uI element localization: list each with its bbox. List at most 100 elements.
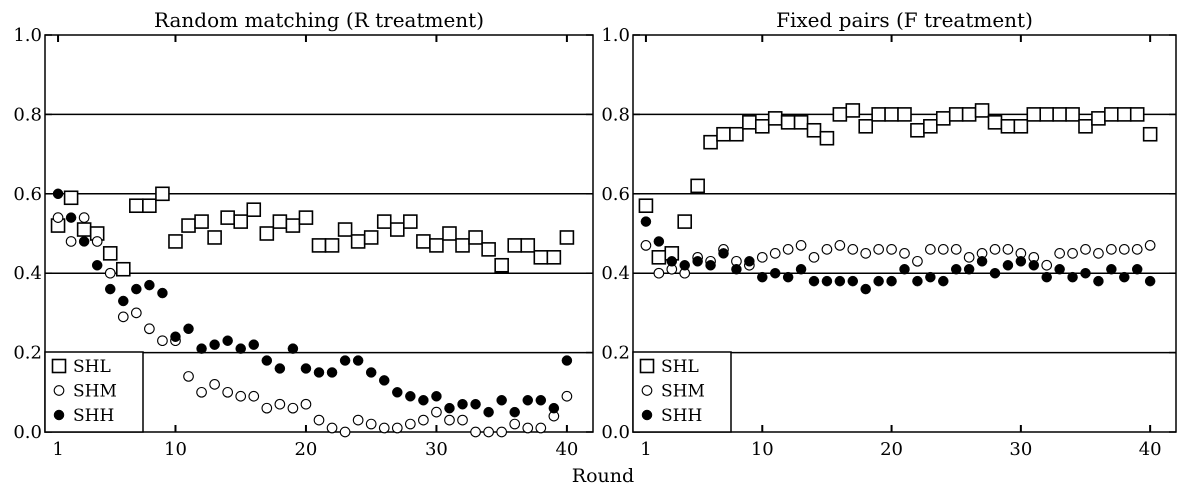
data-point-shh (640, 216, 652, 227)
data-point-shh (873, 275, 884, 287)
data-point-shh (886, 275, 897, 287)
data-point-shm (391, 422, 403, 434)
data-point-shh (457, 398, 468, 410)
data-point-shm (834, 240, 846, 251)
data-point-shm (937, 244, 949, 255)
legend-label: SHM (661, 382, 705, 402)
data-point-shh (378, 375, 390, 386)
data-point-shh (950, 263, 962, 275)
data-point-shl (897, 107, 912, 122)
data-point-shl (403, 214, 418, 229)
data-point-shm (274, 398, 286, 410)
legend-marker-shh (53, 409, 65, 421)
data-point-shh (795, 263, 807, 275)
data-point-shm (640, 240, 652, 251)
data-point-shm (378, 422, 390, 434)
data-point-shl (1052, 107, 1067, 122)
plot-frame (632, 34, 1177, 433)
data-point-shm (52, 212, 64, 223)
legend-marker-shh (641, 409, 653, 421)
data-point-shh (535, 394, 547, 406)
data-point-shl (690, 178, 705, 194)
data-point-shm (808, 251, 820, 263)
data-point-shm (756, 251, 768, 263)
data-point-shh (705, 260, 716, 271)
data-point-shm (509, 418, 521, 430)
data-point-shh (65, 212, 77, 223)
data-point-shh (183, 323, 194, 335)
x-tick-label: 30 (425, 439, 448, 460)
data-point-shl (337, 222, 353, 237)
data-point-shh (313, 367, 325, 378)
data-point-shh (287, 343, 299, 354)
legend: SHL SHM SHH (44, 351, 144, 433)
data-point-shl (858, 119, 874, 134)
data-point-shl (389, 222, 405, 237)
data-point-shm (873, 244, 884, 255)
data-point-shm (782, 244, 794, 255)
data-point-shh (365, 367, 377, 378)
data-point-shh (808, 275, 820, 287)
data-point-shh (1093, 275, 1104, 287)
data-point-shl (442, 226, 457, 241)
y-tick-label: 0.2 (13, 343, 42, 364)
y-tick-label: 0.0 (13, 422, 42, 443)
data-point-shl (1116, 107, 1132, 122)
data-point-shm (912, 255, 923, 267)
data-point-shh (912, 275, 923, 287)
legend-label: SHL (661, 357, 699, 377)
y-tick-label: 1.0 (13, 25, 42, 46)
data-point-shh (405, 391, 416, 402)
y-tick-label: 0.2 (601, 343, 630, 364)
data-point-shh (899, 263, 910, 275)
data-point-shl (155, 186, 170, 202)
panel-title: Fixed pairs (F treatment) (776, 8, 1033, 32)
data-point-shh (509, 406, 520, 418)
data-point-shm (1106, 244, 1117, 255)
data-point-shl (871, 107, 886, 122)
data-point-shl (703, 134, 718, 150)
data-point-shl (1104, 107, 1119, 122)
data-point-shm (886, 244, 897, 255)
data-point-shl (507, 238, 523, 253)
data-point-shh (170, 331, 181, 342)
data-point-shl (494, 257, 509, 273)
data-point-shl (311, 238, 327, 253)
data-point-shl (1000, 119, 1016, 134)
data-point-shh (235, 343, 246, 354)
data-point-shl (754, 119, 770, 134)
data-point-shl (961, 107, 977, 122)
data-point-shl (533, 250, 549, 265)
legend-label: SHH (73, 406, 114, 426)
data-point-shl (142, 198, 157, 214)
data-point-shh (561, 355, 573, 366)
data-point-shl (76, 222, 92, 237)
panel-title: Random matching (R treatment) (154, 8, 484, 32)
data-point-shh (653, 236, 665, 247)
data-point-shl (1091, 111, 1106, 126)
data-point-shm (352, 414, 364, 426)
data-point-shh (989, 267, 1001, 279)
data-point-shm (1054, 248, 1065, 259)
data-point-shl (259, 226, 275, 241)
data-point-shl (819, 130, 835, 146)
data-point-shm (157, 335, 168, 347)
data-point-shh (757, 271, 768, 283)
data-point-shm (496, 426, 508, 438)
data-point-shh (679, 260, 690, 271)
data-point-shm (196, 386, 207, 398)
data-point-shm (1144, 240, 1156, 251)
data-point-shl (468, 230, 483, 245)
data-point-shl (729, 126, 744, 142)
data-point-shh (52, 188, 64, 200)
data-point-shh (821, 275, 833, 287)
legend-marker-shl (51, 358, 67, 374)
data-point-shm (91, 236, 103, 247)
data-point-shl (220, 210, 235, 225)
data-point-shh (392, 387, 403, 398)
data-point-shl (63, 190, 79, 206)
data-point-shh (470, 398, 481, 410)
data-point-shl (546, 250, 562, 265)
data-point-shm (989, 244, 1001, 255)
legend-label: SHH (661, 406, 702, 426)
